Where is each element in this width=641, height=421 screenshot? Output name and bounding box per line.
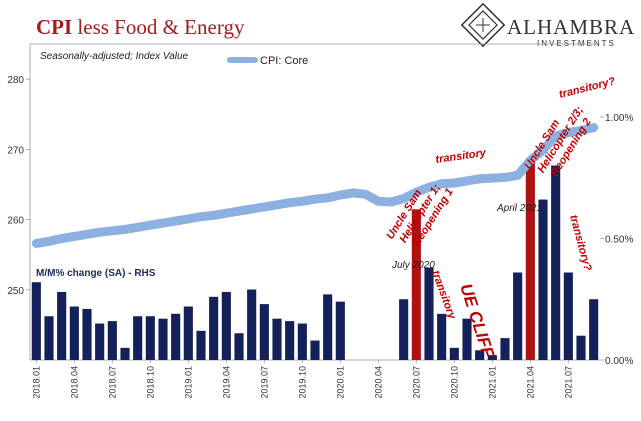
bar-series: [31, 158, 599, 360]
annotation-april-2021: April 2021: [496, 203, 542, 214]
x-tick-label: 2020.10: [449, 366, 459, 399]
bar-2019.12: [323, 294, 333, 360]
bar-2018.04: [69, 306, 79, 360]
bar-2020.01: [335, 301, 345, 360]
bar-2019.10: [297, 323, 307, 360]
bar-2019.07: [259, 304, 269, 360]
logo-sub: INVESTMENTS: [537, 39, 616, 48]
bar-2019.03: [209, 296, 219, 360]
seasonal-note: Seasonally-adjusted; Index Value: [40, 51, 189, 62]
bar-2019.08: [272, 318, 282, 360]
bar-2018.12: [171, 313, 181, 360]
right-axis-ticks: 0.00% 0.50% 1.00%: [600, 113, 633, 367]
bar-2021.07: [563, 272, 573, 360]
chart-title-bold: CPI: [36, 15, 72, 39]
bar-2019.02: [196, 330, 206, 360]
bar-2018.07: [107, 321, 117, 360]
annotation-transitory-q-bars: transitory?: [567, 214, 594, 273]
bar-2019.01: [183, 306, 193, 360]
bar-2020.07: [411, 209, 421, 360]
right-tick-label: 0.00%: [605, 356, 633, 367]
x-tick-label: 2018.04: [69, 366, 79, 399]
legend-label-cpi-core: CPI: Core: [260, 55, 308, 67]
bar-2021.03: [513, 272, 523, 360]
chart-title-rest: less Food & Energy: [72, 15, 245, 39]
bar-2021.01: [487, 355, 497, 360]
x-tick-label: 2018.10: [145, 366, 155, 399]
bar-2020.06: [399, 299, 409, 360]
bar-2018.11: [158, 318, 168, 360]
right-tick-label: 1.00%: [605, 113, 633, 124]
logo: ALHAMBRA INVESTMENTS: [460, 2, 635, 48]
x-tick-label: 2019.01: [183, 366, 193, 399]
legend: CPI: Core: [227, 55, 308, 67]
bar-2019.11: [310, 340, 320, 360]
bar-2019.05: [234, 333, 244, 360]
annotation-transitory-q-line: transitory?: [558, 75, 617, 101]
bar-2021.09: [589, 299, 599, 360]
line-cpi-core: [31, 123, 599, 248]
bar-2019.09: [285, 321, 295, 360]
annotation-transitory-line: transitory: [435, 147, 488, 166]
bar-2021.08: [576, 335, 586, 360]
bar-2020.12: [475, 350, 485, 360]
bar-2020.11: [462, 318, 472, 360]
x-tick-label: 2019.07: [259, 366, 269, 399]
x-tick-label: 2021.07: [563, 366, 573, 399]
bar-2020.10: [449, 347, 459, 360]
bar-2018.06: [95, 323, 105, 360]
bar-2018.08: [120, 347, 130, 360]
bar-2018.03: [57, 291, 67, 360]
bar-2018.10: [145, 316, 155, 360]
bar-2018.02: [44, 316, 54, 360]
left-tick-label: 270: [7, 145, 24, 156]
annotation-july-2020: July 2020: [391, 260, 435, 271]
bar-2021.02: [500, 338, 510, 360]
left-tick-label: 260: [7, 216, 24, 227]
left-tick-label: 250: [7, 286, 24, 297]
x-tick-label: 2019.04: [221, 366, 231, 399]
bar-2021.06: [551, 165, 561, 360]
x-tick-label: 2020.07: [411, 366, 421, 399]
right-tick-label: 0.50%: [605, 234, 633, 245]
x-tick-label: 2021.04: [525, 366, 535, 399]
bar-2021.04: [525, 158, 535, 360]
left-axis-ticks: 250 260 270 280: [7, 75, 30, 297]
bar-2018.09: [133, 316, 143, 360]
x-tick-label: 2018.01: [31, 366, 41, 399]
line-series: [31, 123, 599, 248]
bar-2019.04: [221, 291, 231, 360]
x-tick-label: 2020.01: [335, 366, 345, 399]
bar-2018.01: [31, 282, 41, 360]
bar-2020.09: [437, 313, 447, 360]
chart-title: CPI less Food & Energy: [36, 15, 245, 39]
bar-2019.06: [247, 289, 257, 360]
logo-name: ALHAMBRA: [507, 15, 635, 39]
bar-2020.08: [424, 267, 434, 360]
alhambra-logo-icon: [460, 2, 506, 48]
x-tick-label: 2019.10: [297, 366, 307, 399]
x-tick-label: 2018.07: [107, 366, 117, 399]
x-tick-label: 2020.04: [373, 366, 383, 399]
bar-2018.05: [82, 308, 92, 360]
left-tick-label: 280: [7, 75, 24, 86]
x-axis-ticks: 2018.01 2018.04 2018.07 2018.10 2019.01 2019.…: [31, 360, 573, 399]
x-tick-label: 2021.01: [487, 366, 497, 399]
bar-2021.05: [538, 199, 548, 360]
rhs-title: M/M% change (SA) - RHS: [36, 268, 156, 279]
